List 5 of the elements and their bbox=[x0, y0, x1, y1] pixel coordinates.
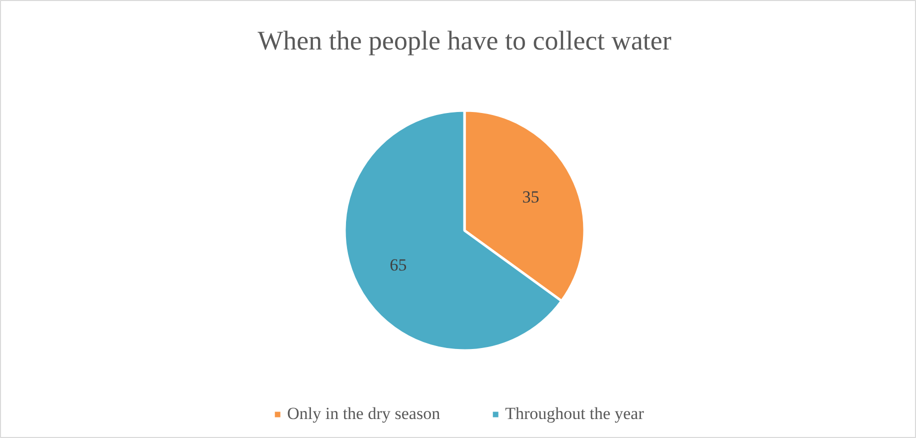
data-label: 35 bbox=[522, 188, 540, 207]
chart-title: When the people have to collect water bbox=[258, 26, 672, 56]
legend-label: Throughout the year bbox=[505, 404, 644, 424]
data-label: 65 bbox=[390, 255, 407, 274]
legend-label: Only in the dry season bbox=[287, 404, 440, 424]
